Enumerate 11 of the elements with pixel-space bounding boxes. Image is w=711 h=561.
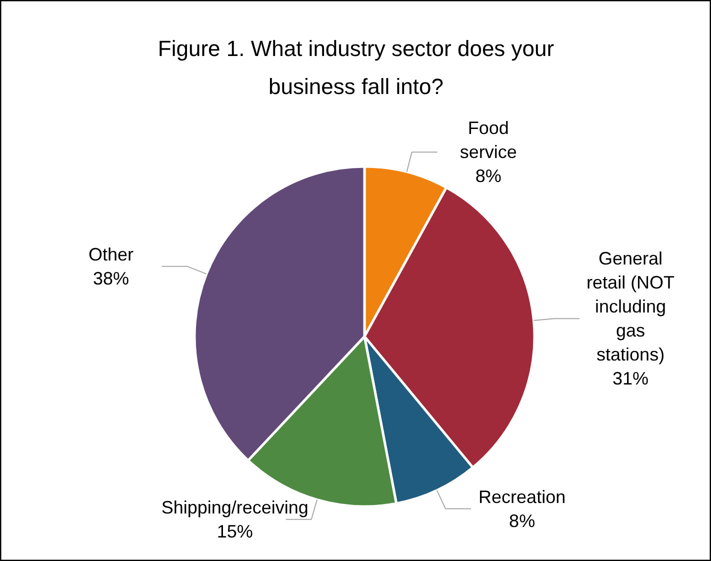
data-label: 31% (612, 368, 649, 389)
data-label: 8% (509, 510, 536, 531)
slice-label: Food service (460, 118, 517, 162)
data-label: 38% (92, 268, 129, 288)
slice-label: Other (88, 244, 134, 264)
data-label: 15% (216, 521, 253, 542)
slice-label: Recreation (478, 486, 566, 507)
data-label: 8% (475, 166, 502, 186)
chart-title: Figure 1. What industry sector does your business fall into? (158, 36, 554, 99)
slice-label: General retail (NOT including gas stations) (586, 248, 675, 365)
slice-label: Shipping/receiving (161, 497, 308, 518)
